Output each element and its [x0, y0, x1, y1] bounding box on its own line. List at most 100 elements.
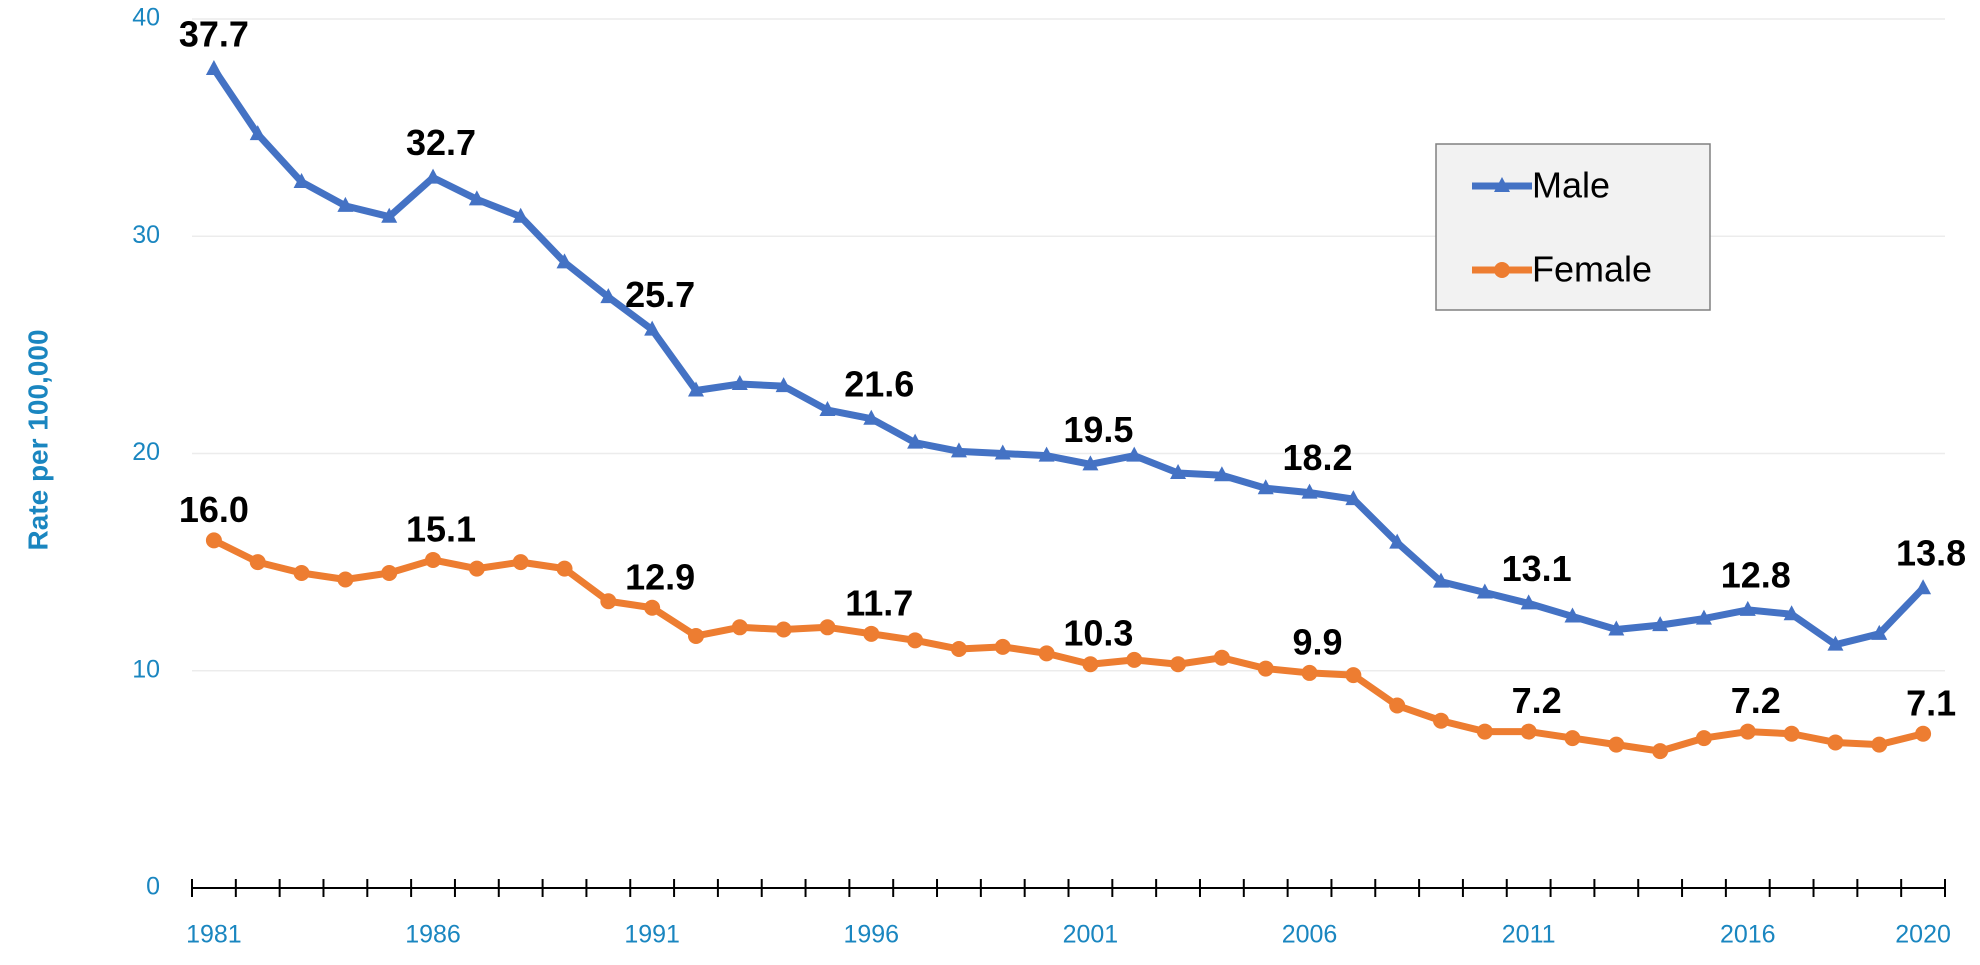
marker	[1345, 490, 1362, 506]
x-tick-label: 1996	[843, 921, 899, 949]
marker	[337, 196, 354, 212]
marker	[1301, 664, 1318, 681]
data-label: 13.1	[1502, 548, 1572, 589]
marker	[512, 554, 529, 571]
x-tick-label: 1986	[405, 921, 461, 949]
marker	[556, 560, 573, 577]
marker	[1433, 712, 1450, 729]
marker	[1494, 177, 1510, 192]
marker	[1564, 730, 1581, 747]
y-tick-label: 10	[132, 655, 160, 683]
marker	[1871, 624, 1888, 640]
y-axis-label: Rate per 100,000	[22, 329, 53, 550]
data-label: 21.6	[844, 363, 914, 404]
marker	[1520, 723, 1537, 740]
marker	[1608, 620, 1625, 636]
data-label: 10.3	[1063, 613, 1133, 654]
marker	[1739, 600, 1756, 616]
marker	[994, 638, 1011, 655]
data-label: 15.1	[406, 508, 476, 549]
marker	[1652, 616, 1669, 632]
x-tick-label: 2001	[1063, 921, 1119, 949]
marker	[1652, 743, 1669, 760]
marker	[1170, 464, 1187, 480]
marker	[205, 532, 222, 549]
marker	[468, 190, 485, 206]
y-tick-label: 30	[132, 221, 160, 249]
marker	[1915, 579, 1932, 595]
marker	[1695, 609, 1712, 625]
data-label: 18.2	[1282, 437, 1352, 478]
marker	[1257, 479, 1274, 495]
marker	[1345, 667, 1362, 684]
marker	[731, 374, 748, 390]
x-tick-label: 1991	[624, 921, 680, 949]
marker	[1520, 594, 1537, 610]
marker	[1389, 697, 1406, 714]
marker	[687, 381, 704, 397]
marker	[293, 172, 310, 188]
legend-label: Male	[1532, 165, 1610, 206]
data-label: 25.7	[625, 274, 695, 315]
marker	[1783, 725, 1800, 742]
data-label: 19.5	[1063, 409, 1133, 450]
x-tick-label: 2016	[1720, 921, 1776, 949]
marker	[775, 377, 792, 393]
x-tick-label: 2011	[1502, 921, 1556, 949]
marker	[1213, 649, 1230, 666]
marker	[293, 564, 310, 581]
marker	[249, 554, 266, 571]
series-line	[212, 537, 1924, 755]
data-label: 9.9	[1293, 621, 1343, 662]
y-tick-label: 20	[132, 438, 160, 466]
data-label: 32.7	[406, 122, 476, 163]
marker	[1608, 736, 1625, 753]
marker	[1126, 446, 1143, 462]
marker	[425, 551, 442, 568]
marker	[1038, 645, 1055, 662]
marker	[731, 619, 748, 636]
marker	[644, 320, 661, 336]
marker	[1476, 583, 1493, 599]
marker	[600, 288, 617, 304]
series-line	[211, 67, 1926, 649]
data-label: 12.9	[625, 556, 695, 597]
marker	[381, 564, 398, 581]
data-label: 16.0	[179, 489, 249, 530]
marker	[863, 409, 880, 425]
data-label: 7.2	[1512, 680, 1562, 721]
marker	[687, 627, 704, 644]
marker	[600, 593, 617, 610]
marker	[512, 207, 529, 223]
marker	[819, 619, 836, 636]
marker	[1871, 736, 1888, 753]
marker	[994, 444, 1011, 460]
marker	[1170, 656, 1187, 673]
x-tick-label: 1981	[186, 921, 242, 949]
marker	[907, 632, 924, 649]
data-label: 12.8	[1721, 554, 1791, 595]
marker	[1695, 730, 1712, 747]
marker	[950, 442, 967, 458]
marker	[907, 433, 924, 449]
marker	[1494, 262, 1510, 278]
marker	[1476, 723, 1493, 740]
marker	[556, 253, 573, 269]
marker	[775, 621, 792, 638]
marker	[1213, 466, 1230, 482]
marker	[1126, 651, 1143, 668]
marker	[863, 625, 880, 642]
marker	[1082, 455, 1099, 471]
marker	[1433, 572, 1450, 588]
legend-label: Female	[1532, 249, 1652, 290]
x-tick-label: 2006	[1282, 921, 1338, 949]
data-label: 13.8	[1896, 533, 1966, 574]
marker	[468, 560, 485, 577]
marker	[1038, 446, 1055, 462]
data-label: 37.7	[179, 13, 249, 54]
marker	[1915, 725, 1932, 742]
marker	[1564, 607, 1581, 623]
x-tick-label: 2020	[1895, 921, 1951, 949]
